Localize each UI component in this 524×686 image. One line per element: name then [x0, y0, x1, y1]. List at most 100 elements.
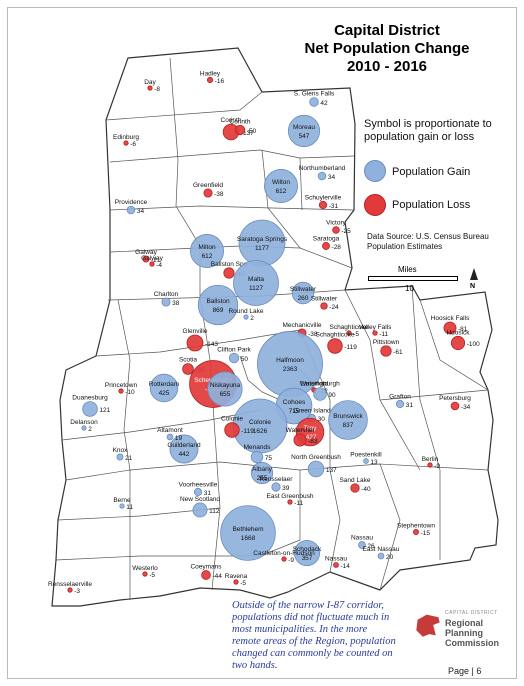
population-change-value: -24 — [329, 304, 339, 311]
page-footer: Page | 6 — [448, 666, 482, 676]
population-change-value: -15 — [421, 530, 431, 537]
population-symbol — [309, 97, 319, 107]
municipality-name: Saratoga Springs — [237, 236, 288, 243]
population-symbol — [395, 399, 405, 409]
population-change-value: 137 — [326, 467, 337, 474]
population-symbol — [450, 401, 460, 411]
population-change-value: -5 — [353, 331, 359, 338]
municipality-name: Grafton — [389, 393, 411, 400]
municipality-name: Berne — [113, 497, 131, 504]
population-change-value: -8 — [154, 86, 160, 93]
municipality-name: Glenville — [183, 328, 208, 335]
municipality-name: Rensselaer — [260, 476, 294, 483]
population-symbol — [149, 261, 155, 267]
municipality-name: Menands — [244, 444, 271, 451]
population-symbol — [192, 502, 208, 518]
north-label: N — [470, 283, 476, 290]
population-symbol — [327, 338, 343, 354]
population-symbol — [443, 321, 457, 335]
population-change-value: -10 — [125, 389, 135, 396]
municipality-name: Coeymans — [190, 564, 222, 571]
population-change-value: -21 — [151, 257, 161, 264]
municipality-name: Milton — [198, 244, 216, 251]
population-change-value: -31 — [329, 203, 339, 210]
population-change-value: -81 — [458, 326, 468, 333]
municipality-name: Round Lake — [228, 308, 263, 315]
municipality-name: Princetown — [105, 382, 138, 389]
population-symbol — [193, 487, 203, 497]
population-change-value: -5 — [149, 572, 155, 579]
population-change-value: -40 — [361, 486, 371, 493]
population-change-value: -38 — [308, 331, 318, 338]
municipality-name: Scotia — [179, 357, 197, 364]
municipality-name: Hoosick — [446, 329, 470, 336]
population-symbol — [228, 352, 240, 364]
population-symbol — [380, 345, 392, 357]
population-symbol — [116, 453, 124, 461]
population-symbol — [161, 297, 171, 307]
municipality-name: Mechanicville — [282, 322, 321, 329]
municipality-name: Watervliet — [286, 427, 315, 434]
population-change-value: 121 — [99, 407, 110, 414]
population-symbol — [293, 433, 307, 447]
population-symbol — [287, 114, 321, 148]
population-change-value: 1177 — [255, 245, 269, 252]
municipality-name: Westerlo — [132, 565, 158, 572]
scale-bar-value: 10 — [405, 284, 414, 293]
population-symbol — [291, 281, 315, 305]
population-change-value: 547 — [299, 133, 310, 140]
population-symbol — [377, 552, 385, 560]
municipality-name: Day — [144, 79, 156, 86]
municipality-name: Ravena — [225, 573, 248, 580]
legend-gain-symbol — [364, 160, 386, 182]
population-symbol — [332, 226, 340, 234]
population-symbol — [346, 330, 352, 336]
legend-source: Data Source: U.S. Census Bureau Populati… — [367, 232, 489, 251]
population-change-value: 26 — [367, 543, 375, 550]
population-change-value: -38 — [214, 191, 224, 198]
municipality-name: Altamont — [157, 427, 183, 434]
population-symbol — [201, 570, 211, 580]
population-change-value: -9 — [434, 463, 440, 470]
population-change-value: 42 — [320, 100, 328, 107]
population-change-value: 11 — [126, 504, 133, 511]
population-change-value: 442 — [179, 451, 190, 458]
population-symbol — [182, 363, 194, 375]
municipality-name: Stillwater — [290, 286, 317, 293]
municipality-name: Moreau — [293, 124, 315, 131]
municipality-name: Hoosick Falls — [431, 315, 470, 322]
population-change-value: -50 — [247, 128, 257, 135]
population-change-value: 19 — [175, 435, 183, 442]
legend-loss-label: Population Loss — [392, 199, 471, 211]
population-change-value: 38 — [172, 300, 180, 307]
logo-line-3: Commission — [445, 638, 500, 648]
population-symbol — [142, 571, 148, 577]
logo-line-1: Regional — [445, 618, 484, 628]
municipality-name: Petersburg — [439, 395, 471, 402]
municipality-name: Clifton Park — [217, 346, 251, 353]
municipality-name: Corinth — [221, 117, 242, 124]
population-change-value: -5 — [240, 580, 246, 587]
municipality-name: Schodack — [293, 546, 322, 553]
population-symbol — [126, 205, 136, 215]
municipality-name: Schuylerville — [305, 194, 342, 201]
municipality-name: Rensselaerville — [48, 581, 92, 588]
population-symbol — [372, 330, 378, 336]
population-change-value: 869 — [213, 307, 224, 314]
municipality-name: Nassau — [351, 535, 373, 542]
population-change-value: 75 — [265, 455, 273, 462]
population-change-value: -14 — [341, 563, 351, 570]
population-change-value: 21 — [125, 455, 133, 462]
population-change-value: -119 — [344, 344, 357, 351]
municipality-name: Wilton — [272, 179, 290, 186]
population-symbol — [427, 462, 433, 468]
municipality-name: Berlin — [422, 456, 439, 463]
population-change-value: -100 — [467, 341, 480, 348]
population-symbol — [206, 76, 214, 84]
population-change-value: 13 — [370, 459, 378, 466]
municipality-name: Charlton — [154, 291, 179, 298]
municipality-name: Schaghticoke — [315, 332, 354, 339]
population-change-value: -83 — [308, 438, 318, 445]
page-frame — [7, 7, 517, 679]
population-symbol — [333, 562, 339, 568]
